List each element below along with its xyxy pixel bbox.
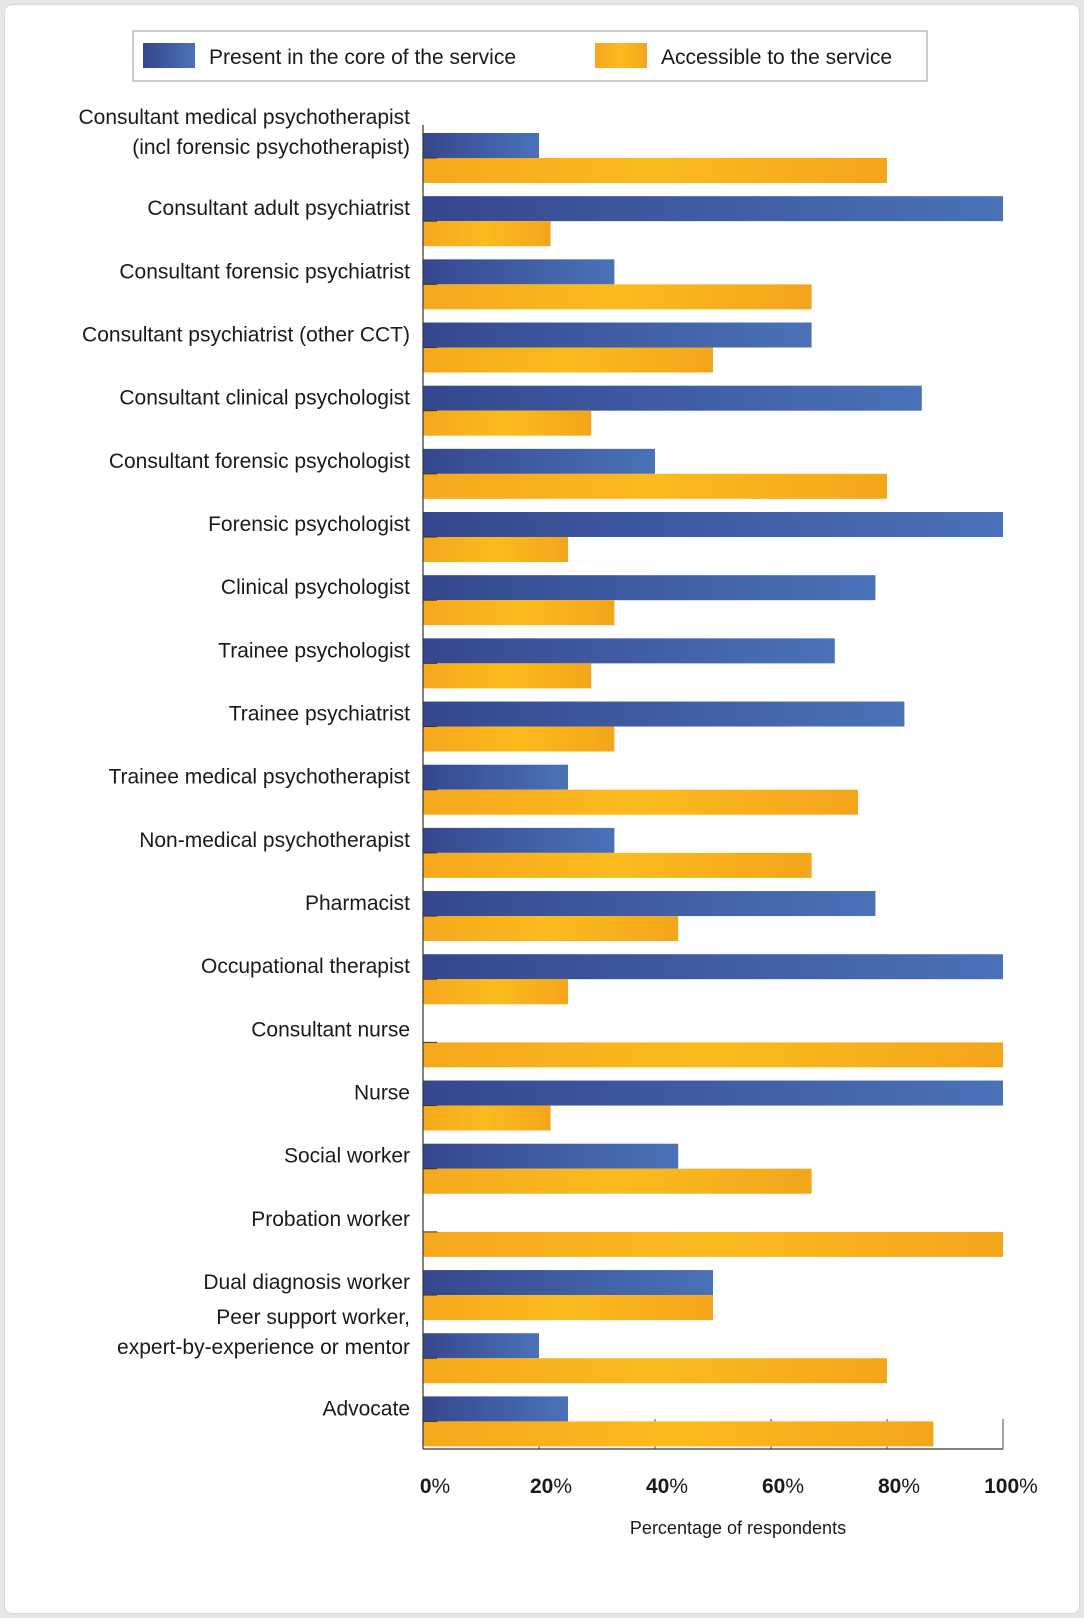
bar-core-10 — [423, 764, 568, 790]
bar-core-12 — [423, 891, 876, 917]
category-label-12-line-0: Pharmacist — [305, 892, 410, 915]
chart-frame: Present in the core of the service Acces… — [4, 4, 1080, 1614]
bar-core-13 — [423, 954, 1003, 980]
category-label-10-line-0: Trainee medical psychotherapist — [108, 766, 410, 789]
bar-core-19 — [423, 1333, 539, 1359]
bar-accessible-11 — [423, 852, 812, 878]
x-tick-number: 0 — [420, 1475, 432, 1498]
bar-accessible-19 — [423, 1358, 887, 1384]
bar-core-0 — [423, 133, 539, 158]
bar-accessible-18 — [423, 1295, 713, 1321]
x-tick-unit: % — [553, 1475, 572, 1498]
category-label-11-line-0: Non-medical psychotherapist — [139, 829, 410, 852]
bar-core-16 — [423, 1143, 679, 1169]
bar-accessible-5 — [423, 473, 887, 499]
category-label-17-line-0: Probation worker — [251, 1208, 410, 1231]
x-tick-unit: % — [785, 1475, 804, 1498]
legend-swatch-series-2 — [595, 43, 647, 68]
category-label-9-line-0: Trainee psychiatrist — [229, 703, 410, 726]
bar-core-1 — [423, 196, 1003, 222]
bar-accessible-8 — [423, 663, 592, 689]
bar-core-4 — [423, 385, 922, 411]
legend-label-series-1: Present in the core of the service — [209, 46, 516, 69]
x-tick-label-40: 40% — [646, 1475, 688, 1498]
bar-accessible-16 — [423, 1168, 812, 1194]
bar-accessible-3 — [423, 347, 713, 373]
x-tick-unit: % — [1019, 1475, 1038, 1498]
bar-core-7 — [423, 575, 876, 601]
x-tick-unit: % — [669, 1475, 688, 1498]
category-label-16-line-0: Social worker — [284, 1145, 410, 1168]
category-label-15-line-0: Nurse — [354, 1082, 410, 1105]
x-tick-number: 20 — [530, 1475, 553, 1498]
bar-core-15 — [423, 1080, 1003, 1106]
category-label-20-line-0: Advocate — [322, 1397, 410, 1420]
bar-accessible-15 — [423, 1105, 551, 1131]
x-axis: 0% 20% 40% 60% 80% 100% — [420, 125, 1038, 1498]
bar-accessible-0 — [423, 158, 887, 183]
x-tick-label-20: 20% — [530, 1475, 572, 1498]
x-tick-unit: % — [901, 1475, 920, 1498]
category-label-6-line-0: Forensic psychologist — [208, 513, 410, 536]
category-label-18-line-0: Dual diagnosis worker — [203, 1271, 410, 1294]
category-label-19-line-1: expert-by-experience or mentor — [117, 1336, 410, 1359]
x-tick-number: 40 — [646, 1475, 669, 1498]
x-axis-title: Percentage of respondents — [630, 1518, 846, 1538]
bar-core-20 — [423, 1396, 568, 1422]
bar-core-5 — [423, 448, 655, 474]
x-tick-label-0: 0% — [420, 1475, 450, 1498]
bar-accessible-14 — [423, 1042, 1003, 1068]
bar-core-6 — [423, 512, 1003, 538]
bar-accessible-9 — [423, 726, 615, 752]
x-tick-number: 100 — [984, 1475, 1019, 1498]
x-tick-unit: % — [432, 1475, 451, 1498]
bar-chart: Present in the core of the service Acces… — [78, 30, 1038, 1538]
bar-accessible-12 — [423, 916, 679, 942]
x-tick-label-100: 100% — [984, 1475, 1038, 1498]
x-tick-number: 80 — [878, 1475, 901, 1498]
category-label-8-line-0: Trainee psychologist — [218, 639, 410, 662]
bar-core-2 — [423, 259, 615, 285]
bar-accessible-17 — [423, 1231, 1003, 1257]
bar-accessible-7 — [423, 600, 615, 626]
bar-accessible-6 — [423, 537, 568, 563]
legend-swatch-series-1 — [143, 43, 195, 68]
bar-core-8 — [423, 638, 835, 664]
category-label-4-line-0: Consultant clinical psychologist — [119, 387, 410, 410]
bar-accessible-20 — [423, 1421, 934, 1447]
x-tick-number: 60 — [762, 1475, 785, 1498]
bar-accessible-10 — [423, 789, 858, 815]
x-tick-label-80: 80% — [878, 1475, 920, 1498]
category-label-5-line-0: Consultant forensic psychologist — [109, 450, 410, 473]
bar-accessible-4 — [423, 410, 592, 436]
bar-core-18 — [423, 1270, 713, 1296]
category-label-2-line-0: Consultant forensic psychiatrist — [119, 260, 410, 283]
bar-accessible-1 — [423, 221, 551, 247]
bar-accessible-13 — [423, 979, 568, 1005]
category-labels: Consultant medical psychotherapist (incl … — [78, 106, 410, 1420]
category-label-1-line-0: Consultant adult psychiatrist — [147, 197, 410, 220]
bars — [423, 133, 1003, 1447]
category-label-14-line-0: Consultant nurse — [251, 1018, 410, 1041]
category-label-0-line-1: (incl forensic psychotherapist) — [132, 136, 410, 159]
bar-accessible-2 — [423, 284, 812, 310]
category-label-7-line-0: Clinical psychologist — [221, 576, 410, 599]
category-label-13-line-0: Occupational therapist — [201, 955, 410, 978]
x-tick-label-60: 60% — [762, 1475, 804, 1498]
category-label-0-line-0: Consultant medical psychotherapist — [78, 106, 410, 129]
legend: Present in the core of the service Acces… — [132, 30, 928, 82]
legend-box — [132, 30, 928, 82]
bar-core-3 — [423, 322, 812, 348]
bar-core-11 — [423, 827, 615, 853]
category-label-3-line-0: Consultant psychiatrist (other CCT) — [82, 324, 410, 347]
category-label-19-line-0: Peer support worker, — [216, 1306, 410, 1329]
bar-core-9 — [423, 701, 905, 727]
legend-label-series-2: Accessible to the service — [661, 46, 892, 69]
